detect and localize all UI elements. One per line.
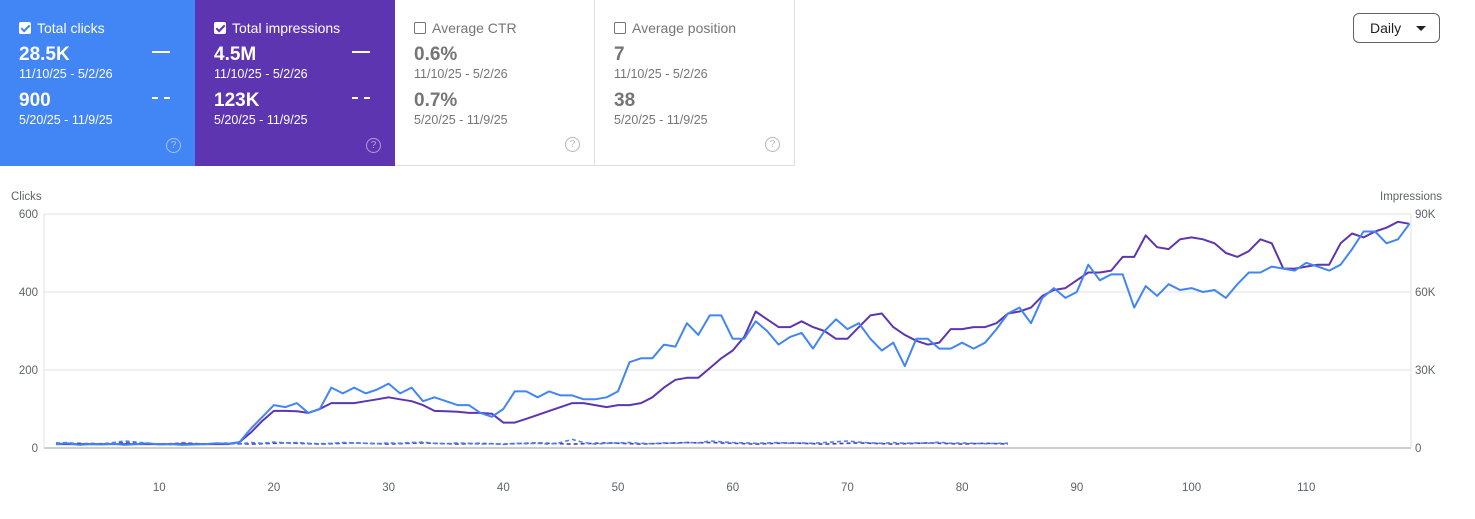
card-label: Total clicks	[37, 20, 105, 36]
current-value: 4.5M	[214, 44, 257, 65]
current-value: 7	[614, 44, 625, 65]
checkbox-unchecked-icon[interactable]	[614, 22, 626, 34]
current-range: 11/10/25 - 5/2/26	[614, 67, 708, 81]
axis-ticks: 600 90K 400 60K 200 30K 0 0 10 20 30 40 50 60 70 80 90 10…	[19, 209, 1436, 494]
previous-value: 123K	[214, 90, 260, 111]
previous-value: 0.7%	[414, 90, 458, 111]
right-tick-label: 90K	[1415, 209, 1436, 221]
right-tick-label: 0	[1415, 443, 1421, 455]
card-header: Total impressions	[214, 20, 395, 36]
x-tick-label: 50	[612, 482, 625, 494]
x-tick-label: 10	[153, 482, 166, 494]
left-tick-label: 600	[19, 209, 38, 221]
x-tick-label: 90	[1070, 482, 1083, 494]
previous-value: 900	[19, 90, 51, 111]
total-clicks-card[interactable]: Total clicks 28.5K 11/10/25 - 5/2/26 900…	[0, 0, 195, 166]
average-ctr-card[interactable]: Average CTR 0.6% 11/10/25 - 5/2/26 0.7% …	[395, 0, 595, 166]
card-header: Total clicks	[19, 20, 195, 36]
x-tick-label: 110	[1297, 482, 1315, 494]
card-label: Average CTR	[432, 20, 517, 36]
checkbox-unchecked-icon[interactable]	[414, 22, 426, 34]
right-tick-label: 30K	[1415, 365, 1436, 377]
x-tick-label: 70	[841, 482, 854, 494]
left-tick-label: 200	[19, 365, 38, 377]
current-range: 11/10/25 - 5/2/26	[19, 67, 113, 81]
current-impressions-line	[56, 220, 1410, 446]
total-impressions-card[interactable]: Total impressions 4.5M 11/10/25 - 5/2/26…	[195, 0, 395, 166]
checkbox-checked-icon[interactable]	[214, 22, 226, 34]
current-range: 11/10/25 - 5/2/26	[214, 67, 308, 81]
previous-range: 5/20/25 - 11/9/25	[614, 113, 708, 127]
card-header: Average position	[614, 20, 794, 36]
left-axis-title: Clicks	[11, 191, 42, 203]
current-clicks-line	[55, 223, 1411, 446]
chevron-down-icon	[1416, 26, 1426, 31]
card-label: Average position	[632, 20, 737, 36]
card-header: Average CTR	[414, 20, 594, 36]
left-tick-label: 400	[19, 287, 38, 299]
x-tick-label: 80	[956, 482, 969, 494]
dashed-line-legend-icon	[152, 97, 170, 99]
help-icon[interactable]: ?	[765, 137, 780, 152]
solid-line-legend-icon	[352, 51, 370, 53]
current-value: 28.5K	[19, 44, 70, 65]
help-icon[interactable]: ?	[166, 138, 181, 153]
previous-range: 5/20/25 - 11/9/25	[214, 113, 308, 127]
help-icon[interactable]: ?	[565, 137, 580, 152]
x-tick-label: 20	[268, 482, 281, 494]
x-tick-label: 30	[382, 482, 395, 494]
metric-cards: Total clicks 28.5K 11/10/25 - 5/2/26 900…	[0, 0, 795, 166]
previous-range: 5/20/25 - 11/9/25	[414, 113, 508, 127]
current-value: 0.6%	[414, 44, 458, 65]
right-axis-title: Impressions	[1380, 191, 1442, 203]
checkbox-checked-icon[interactable]	[19, 22, 31, 34]
average-position-card[interactable]: Average position 7 11/10/25 - 5/2/26 38 …	[595, 0, 795, 166]
previous-range: 5/20/25 - 11/9/25	[19, 113, 113, 127]
previous-clicks-line	[55, 438, 1008, 446]
previous-value: 38	[614, 90, 636, 111]
card-label: Total impressions	[232, 20, 341, 36]
x-tick-label: 60	[726, 482, 739, 494]
right-tick-label: 60K	[1415, 287, 1436, 299]
dashed-line-legend-icon	[352, 97, 370, 99]
x-tick-label: 100	[1182, 482, 1201, 494]
current-range: 11/10/25 - 5/2/26	[414, 67, 508, 81]
help-icon[interactable]: ?	[366, 138, 381, 153]
gridlines	[43, 213, 1412, 449]
left-tick-label: 0	[32, 443, 38, 455]
solid-line-legend-icon	[152, 51, 170, 53]
x-tick-label: 40	[497, 482, 510, 494]
granularity-label: Daily	[1370, 20, 1402, 36]
series-lines	[55, 220, 1411, 446]
granularity-dropdown[interactable]: Daily	[1353, 13, 1440, 43]
